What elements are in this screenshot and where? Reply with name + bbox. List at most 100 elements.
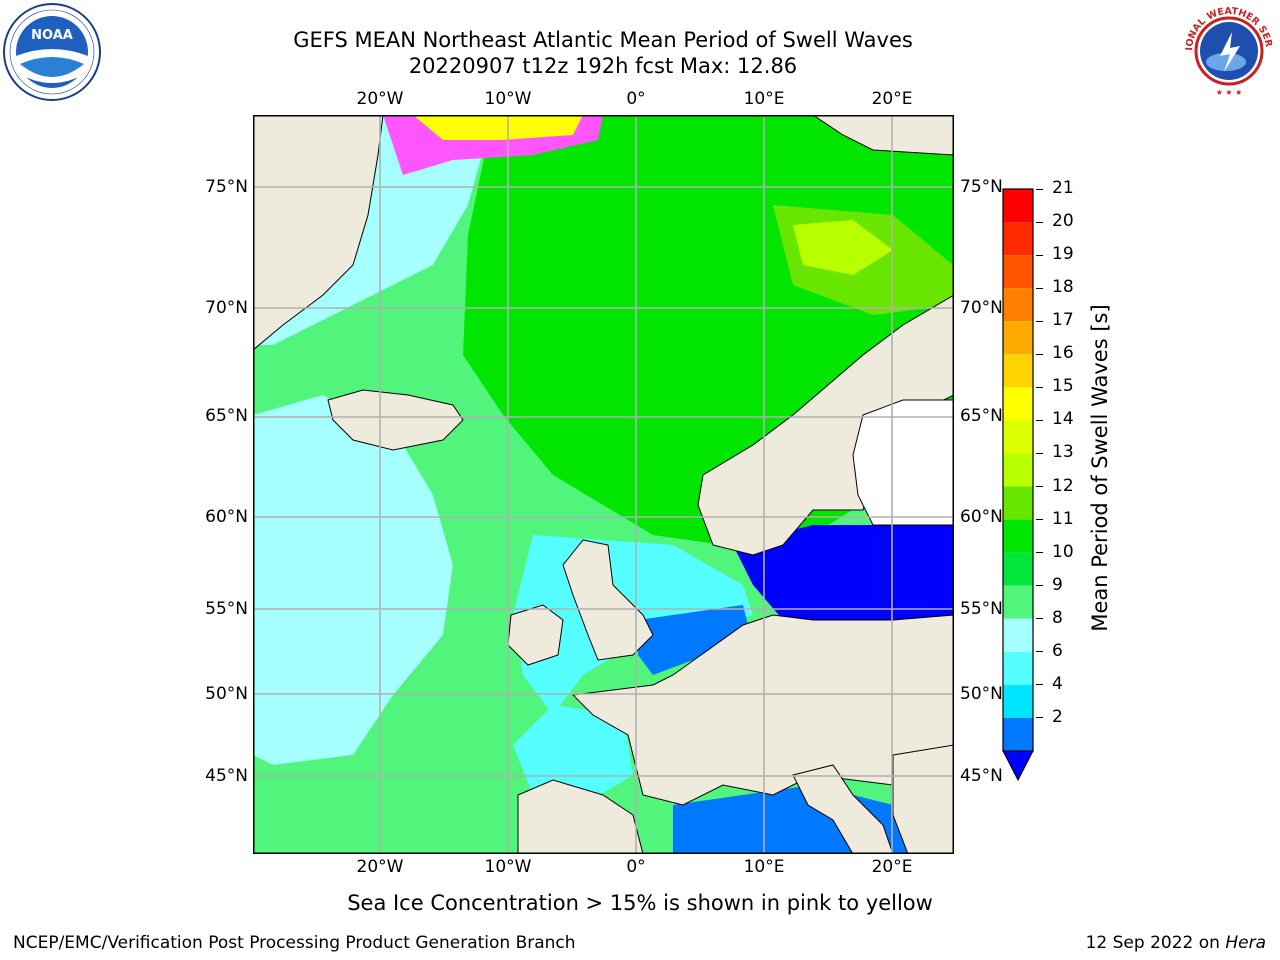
map-title: GEFS MEAN Northeast Atlantic Mean Period… — [293, 28, 913, 52]
colorbar-segment — [1003, 519, 1033, 553]
lon-label-bottom-20e: 20°E — [871, 857, 913, 877]
lon-label-bottom-20w: 20°W — [356, 857, 404, 877]
colorbar-tick-mark — [1036, 254, 1043, 256]
colorbar-tick-label: 8 — [1052, 607, 1063, 628]
lat-label-left-70n: 70°N — [205, 298, 248, 318]
sea-ice-yellow — [413, 115, 583, 140]
colorbar-tick-mark — [1036, 684, 1043, 686]
colorbar — [1002, 188, 1034, 782]
colorbar-tick-label: 12 — [1052, 475, 1074, 496]
colorbar-tick-mark — [1036, 287, 1043, 289]
swell-zone-12-13s — [793, 220, 893, 275]
lat-label-right-45n: 45°N — [960, 766, 1003, 786]
nws-logo: NATIONAL WEATHER SERVICE ★ ★ ★ — [1180, 2, 1276, 98]
footer-host: Hera — [1225, 933, 1266, 953]
sea-ice-note: Sea Ice Concentration > 15% is shown in … — [347, 891, 933, 915]
colorbar-segment — [1003, 321, 1033, 355]
colorbar-tick-label: 16 — [1052, 343, 1074, 364]
lon-label-bottom-10e: 10°E — [743, 857, 785, 877]
noaa-logo: NOAA — [3, 3, 101, 101]
lat-label-left-60n: 60°N — [205, 507, 248, 527]
iceland-land — [327, 389, 464, 451]
colorbar-label: Mean Period of Swell Waves [s] — [1088, 304, 1112, 632]
colorbar-tick-label: 21 — [1052, 178, 1074, 198]
colorbar-tick-mark — [1036, 353, 1043, 355]
lat-label-left-55n: 55°N — [205, 599, 248, 619]
swell-zone-8-9s-west — [253, 395, 453, 765]
colorbar-tick-label: 9 — [1052, 574, 1063, 595]
lat-label-left-50n: 50°N — [205, 684, 248, 704]
map-frame — [253, 115, 954, 854]
colorbar-tick-mark — [1036, 651, 1043, 653]
colorbar-segment — [1003, 651, 1033, 685]
colorbar-tick-label: 20 — [1052, 211, 1074, 232]
svalbard-land — [812, 115, 954, 156]
colorbar-frame — [1002, 188, 1034, 752]
lon-label-top-10e: 10°E — [743, 89, 785, 109]
swell-zone-baltic — [733, 525, 953, 625]
colorbar-tick-mark — [1036, 320, 1043, 322]
colorbar-tick-label: 11 — [1052, 508, 1074, 529]
colorbar-tick-mark — [1036, 386, 1043, 388]
lat-label-left-65n: 65°N — [205, 406, 248, 426]
colorbar-tick-mark — [1036, 585, 1043, 587]
colorbar-segment — [1003, 189, 1033, 223]
svg-text:★ ★ ★: ★ ★ ★ — [1216, 88, 1243, 97]
colorbar-segment — [1003, 354, 1033, 388]
colorbar-tick-label: 10 — [1052, 541, 1074, 562]
swell-zone-english-channel — [638, 605, 748, 675]
colorbar-tick-mark — [1036, 452, 1043, 454]
gulf-of-bothnia-ice — [852, 399, 954, 526]
lon-label-bottom-0: 0° — [626, 857, 646, 877]
colorbar-segment — [1003, 288, 1033, 322]
colorbar-segment — [1003, 387, 1033, 421]
italy-land — [792, 764, 894, 854]
map-graticule — [253, 115, 954, 854]
colorbar-tick-label: 14 — [1052, 409, 1074, 430]
colorbar-tick-mark — [1036, 188, 1043, 190]
colorbar-tick-mark — [1036, 717, 1043, 719]
colorbar-tick-label: 2 — [1052, 706, 1063, 727]
colorbar-tick-label: 4 — [1052, 673, 1063, 694]
swell-zone-bay-biscay — [513, 705, 633, 805]
colorbar-under-triangle — [1002, 750, 1034, 782]
colorbar-tick-label: 15 — [1052, 376, 1074, 397]
colorbar-segment — [1003, 552, 1033, 586]
colorbar-tick-mark — [1036, 486, 1043, 488]
great-britain-land — [562, 539, 654, 661]
greenland-land — [253, 115, 384, 351]
colorbar-tick-mark — [1036, 221, 1043, 223]
colorbar-segment — [1003, 717, 1033, 751]
iberia-land — [517, 779, 644, 854]
colorbar-segment — [1003, 420, 1033, 454]
lon-label-bottom-10w: 10°W — [484, 857, 532, 877]
svg-text:NOAA: NOAA — [31, 28, 73, 43]
colorbar-tick-label: 13 — [1052, 442, 1074, 463]
colorbar-tick-label: 19 — [1052, 244, 1074, 265]
footer-date: 12 Sep 2022 on Hera — [1086, 933, 1266, 953]
lat-label-right-50n: 50°N — [960, 684, 1003, 704]
lat-label-right-75n: 75°N — [960, 177, 1003, 197]
colorbar-tick-label: 6 — [1052, 640, 1063, 661]
colorbar-segment — [1003, 585, 1033, 619]
lat-label-right-65n: 65°N — [960, 406, 1003, 426]
colorbar-segments — [1003, 189, 1033, 751]
lat-label-right-55n: 55°N — [960, 599, 1003, 619]
colorbar-segment — [1003, 453, 1033, 487]
lat-label-right-70n: 70°N — [960, 298, 1003, 318]
lon-label-top-0: 0° — [626, 89, 646, 109]
footer-credit: NCEP/EMC/Verification Post Processing Pr… — [13, 933, 576, 953]
colorbar-tick-mark — [1036, 419, 1043, 421]
lat-label-left-75n: 75°N — [205, 177, 248, 197]
colorbar-tick-mark — [1036, 552, 1043, 554]
colorbar-segment — [1003, 486, 1033, 520]
balkans-land — [892, 744, 954, 854]
lon-label-top-20e: 20°E — [871, 89, 913, 109]
colorbar-segment — [1003, 684, 1033, 718]
colorbar-tick-label: 17 — [1052, 310, 1074, 331]
colorbar-tick-label: 18 — [1052, 277, 1074, 298]
lon-label-top-10w: 10°W — [484, 89, 532, 109]
lon-label-top-20w: 20°W — [356, 89, 404, 109]
lat-label-left-45n: 45°N — [205, 766, 248, 786]
lat-label-right-60n: 60°N — [960, 507, 1003, 527]
